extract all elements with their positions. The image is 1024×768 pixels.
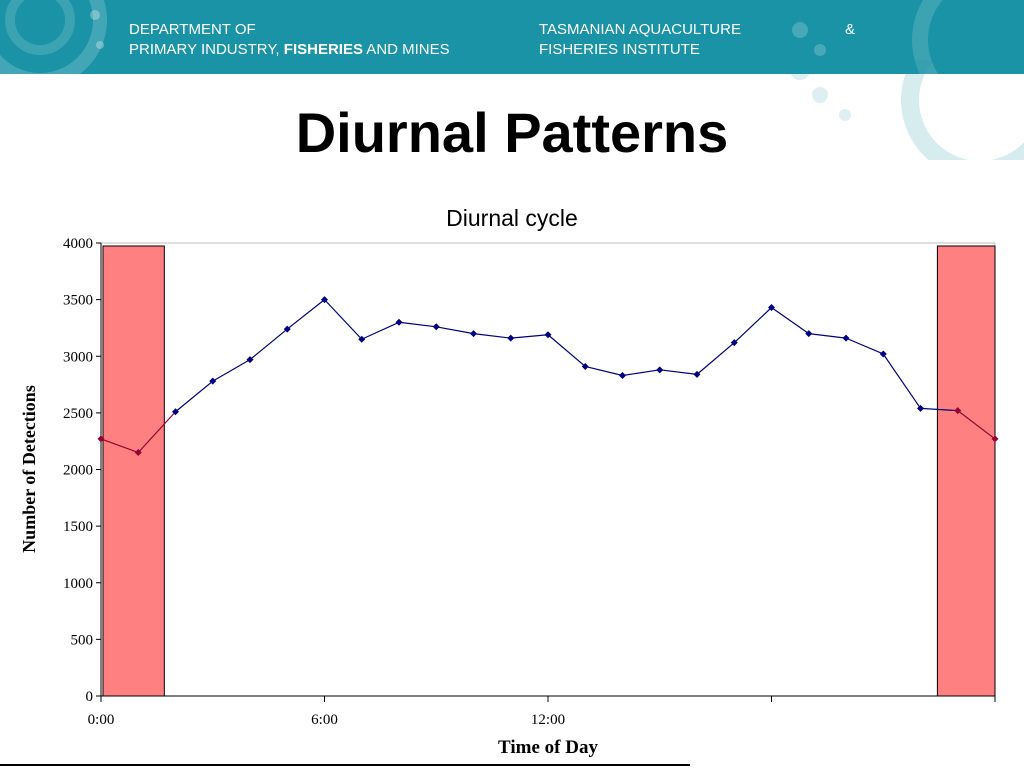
y-tick-label: 3500 <box>63 293 93 309</box>
institute-name: TASMANIAN AQUACULTURE FISHERIES INSTITUT… <box>539 20 741 60</box>
series-line-segment <box>249 328 288 361</box>
decorative-swirl <box>790 60 1024 160</box>
data-point <box>209 377 217 385</box>
data-point <box>693 370 701 378</box>
dept-line-1: DEPARTMENT OF <box>129 21 256 38</box>
series-line-segment <box>100 438 139 454</box>
footer-divider <box>0 764 690 766</box>
swirl-logo-graphic <box>0 0 943 74</box>
data-point <box>991 435 999 443</box>
data-point <box>842 334 850 342</box>
x-tick-label: 12:00 <box>531 712 565 728</box>
y-tick-label: 2000 <box>63 463 93 479</box>
series-line-segment <box>585 365 623 377</box>
data-point <box>879 350 887 358</box>
series-line-segment <box>882 353 921 409</box>
y-tick-label: 3000 <box>63 349 93 365</box>
diurnal-chart: 0 500 1000 1500 2000 2500 3000 3500 4000 0:00 6:00… <box>19 205 999 758</box>
data-point <box>321 296 328 304</box>
y-axis-label: Number of Detections <box>19 385 39 553</box>
header-banner: DEPARTMENT OF PRIMARY INDUSTRY, FISHERIE… <box>0 0 1024 74</box>
data-point <box>619 372 626 380</box>
institute-ampersand: & <box>845 21 856 38</box>
data-point <box>134 449 142 457</box>
data-point <box>470 330 477 338</box>
data-point <box>432 323 440 331</box>
y-tick-label: 1500 <box>63 519 93 535</box>
x-tick-label: 0:00 <box>88 712 115 728</box>
inst-line-2: FISHERIES INSTITUTE <box>539 41 700 58</box>
series-line-segment <box>361 321 400 340</box>
series-line-segment <box>920 407 958 412</box>
y-tick-label: 1000 <box>63 576 93 592</box>
series-line-segment <box>212 359 251 382</box>
data-point <box>358 335 366 343</box>
series-line-segment <box>696 342 735 375</box>
data-point <box>507 334 515 342</box>
x-axis-label: Time of Day <box>498 737 598 758</box>
series-line-segment <box>473 333 511 339</box>
data-point <box>805 330 813 338</box>
data-point <box>395 318 403 326</box>
series-line-segment <box>324 299 363 340</box>
night-band-1 <box>936 245 996 697</box>
department-name: DEPARTMENT OF PRIMARY INDUSTRY, FISHERIE… <box>129 20 450 60</box>
y-tick-label: 2500 <box>63 406 93 422</box>
data-point <box>246 356 254 364</box>
series-line-segment <box>137 411 176 453</box>
chart-title: Diurnal cycle <box>446 205 578 231</box>
plot-area <box>100 242 996 697</box>
slide-title: Diurnal Patterns <box>295 101 729 164</box>
data-point <box>656 366 664 374</box>
data-point <box>954 407 962 415</box>
dept-line-2-prefix: PRIMARY INDUSTRY, <box>129 41 284 58</box>
data-point <box>283 325 291 333</box>
series-line-segment <box>771 307 810 335</box>
data-point <box>730 339 738 347</box>
series-line-segment <box>398 321 437 328</box>
dept-line-2: PRIMARY INDUSTRY, FISHERIES AND MINES <box>129 40 450 60</box>
y-tick-label: 0 <box>86 689 94 705</box>
data-point <box>97 435 105 443</box>
series-line-segment <box>957 410 996 440</box>
series-line-segment <box>436 326 474 335</box>
series-line-segment <box>175 380 214 413</box>
y-tick-label: 500 <box>71 632 94 648</box>
dept-line-2-suffix: AND MINES <box>362 41 450 58</box>
series-line-segment <box>845 337 884 355</box>
series-line-segment <box>659 369 698 375</box>
data-point <box>172 408 179 416</box>
series-line-segment <box>510 334 549 339</box>
data-point <box>768 304 775 312</box>
series-line-segment <box>733 307 772 344</box>
dept-line-2-bold: FISHERIES <box>283 41 363 58</box>
series-line-segment <box>622 369 660 377</box>
data-point <box>917 404 924 412</box>
data-point <box>581 362 589 370</box>
inst-line-1: TASMANIAN AQUACULTURE <box>539 21 741 38</box>
series-line-segment <box>808 333 847 339</box>
night-band-0 <box>102 245 165 697</box>
x-tick-label: 6:00 <box>311 712 338 728</box>
series-line-segment <box>286 299 325 330</box>
data-point <box>544 331 552 339</box>
series-line-segment <box>547 334 586 367</box>
y-tick-label: 4000 <box>63 236 93 252</box>
